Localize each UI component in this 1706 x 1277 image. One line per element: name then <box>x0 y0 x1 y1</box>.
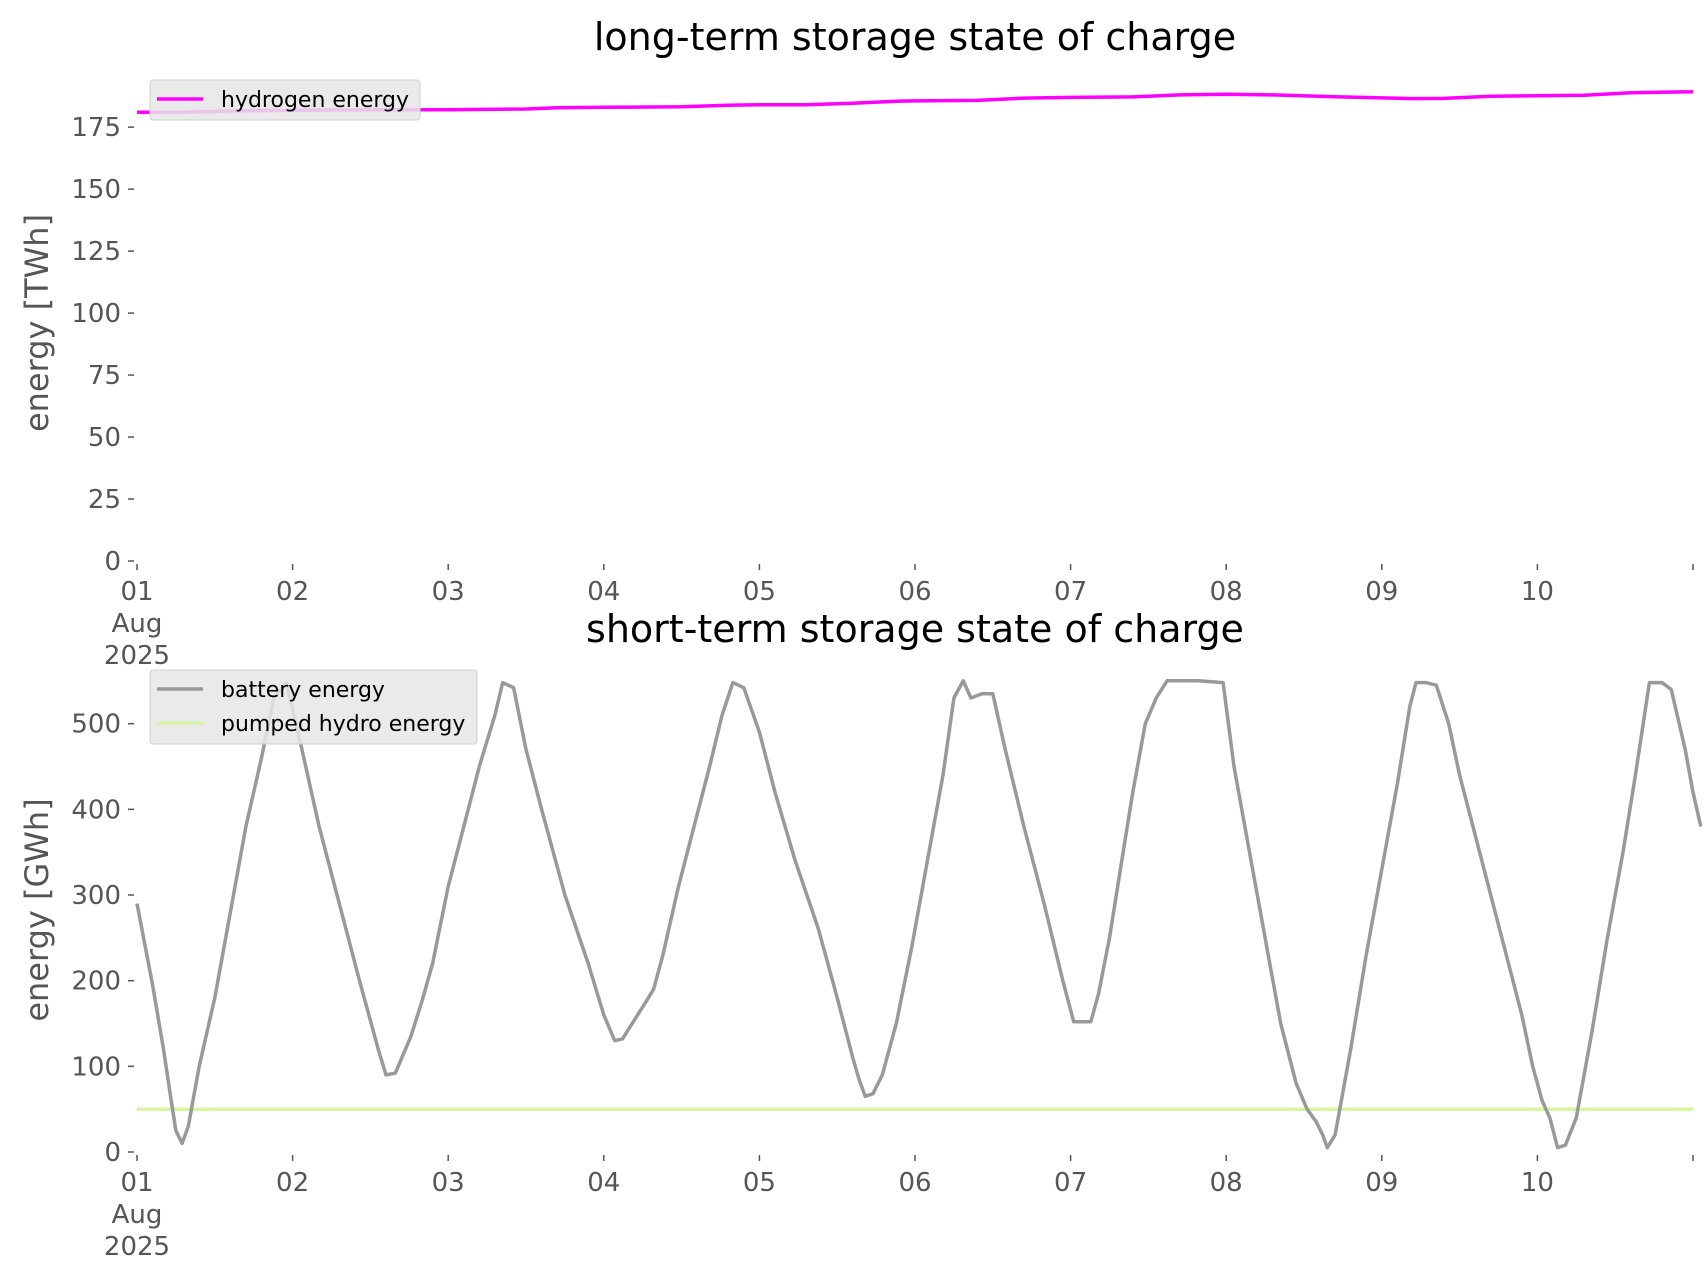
long-term-storage-panel: long-term storage state of charge energy… <box>18 15 1694 671</box>
x-tick-label: 05 <box>743 577 776 607</box>
x-tick-label: 08 <box>1210 577 1243 607</box>
y-tick-label: 300 <box>71 881 121 911</box>
x-tick-label: 2025 <box>104 1232 170 1262</box>
legend-label: hydrogen energy <box>221 88 409 113</box>
x-tick-label: 04 <box>587 577 620 607</box>
x-tick-label: 02 <box>276 577 309 607</box>
x-tick-label: 01 <box>120 1168 153 1198</box>
y-tick-label: 150 <box>71 175 121 205</box>
y-tick-label: 200 <box>71 967 121 997</box>
x-tick-label: 10 <box>1521 577 1554 607</box>
y-axis-ticks: 0 100 200 300 400 500 <box>71 710 134 1168</box>
legend-label: battery energy <box>221 678 385 703</box>
y-tick-label: 75 <box>88 361 121 391</box>
x-tick-label: 07 <box>1054 1168 1087 1198</box>
y-tick-label: 100 <box>71 1052 121 1082</box>
legend: hydrogen energy <box>149 79 421 121</box>
x-tick-label: 07 <box>1054 577 1087 607</box>
x-tick-label: 02 <box>276 1168 309 1198</box>
y-tick-label: 0 <box>104 1138 121 1168</box>
x-tick-label: 04 <box>587 1168 620 1198</box>
series-line-hydrogen-energy <box>137 89 1694 115</box>
y-axis-label: energy [GWh] <box>18 798 56 1021</box>
y-tick-label: 125 <box>71 237 121 267</box>
x-tick-label: 03 <box>432 577 465 607</box>
y-tick-label: 50 <box>88 423 121 453</box>
short-term-storage-panel: short-term storage state of charge energ… <box>18 607 1703 1262</box>
x-tick-label: 06 <box>898 1168 931 1198</box>
x-tick-label: Aug <box>112 609 163 639</box>
series-lines <box>137 89 1694 115</box>
y-tick-label: 500 <box>71 710 121 740</box>
x-tick-label: 09 <box>1365 577 1398 607</box>
x-tick-label: 08 <box>1210 1168 1243 1198</box>
legend: battery energy pumped hydro energy <box>149 669 478 745</box>
x-tick-label: Aug <box>112 1200 163 1230</box>
x-tick-label: 06 <box>898 577 931 607</box>
x-tick-label: 10 <box>1521 1168 1554 1198</box>
chart-title: short-term storage state of charge <box>586 607 1244 651</box>
y-tick-label: 0 <box>104 547 121 577</box>
y-tick-label: 25 <box>88 485 121 515</box>
x-tick-label: 09 <box>1365 1168 1398 1198</box>
y-tick-label: 100 <box>71 299 121 329</box>
y-axis-ticks: 0 25 50 75 100 125 150 175 <box>71 113 134 577</box>
x-tick-label: 2025 <box>104 641 170 671</box>
x-tick-label: 05 <box>743 1168 776 1198</box>
y-tick-label: 400 <box>71 795 121 825</box>
y-axis-label: energy [TWh] <box>18 214 56 432</box>
chart-title: long-term storage state of charge <box>594 15 1236 59</box>
x-tick-label: 03 <box>432 1168 465 1198</box>
legend-label: pumped hydro energy <box>221 712 465 737</box>
x-tick-label: 01 <box>120 577 153 607</box>
legend-box <box>149 79 421 121</box>
y-tick-label: 175 <box>71 113 121 143</box>
series-lines <box>135 679 1703 1150</box>
series-line-battery-energy <box>135 679 1703 1150</box>
legend-box <box>149 669 478 745</box>
